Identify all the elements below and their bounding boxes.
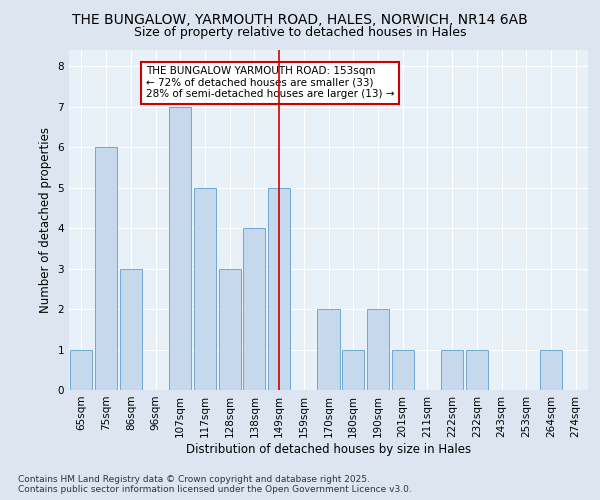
Bar [218,268,241,390]
Text: THE BUNGALOW YARMOUTH ROAD: 153sqm
← 72% of detached houses are smaller (33)
28%: THE BUNGALOW YARMOUTH ROAD: 153sqm ← 72%… [146,66,394,100]
Bar [169,106,191,390]
Bar [441,350,463,390]
Bar [70,350,92,390]
Bar [317,309,340,390]
Bar [268,188,290,390]
Bar [367,309,389,390]
X-axis label: Distribution of detached houses by size in Hales: Distribution of detached houses by size … [186,442,471,456]
Text: Size of property relative to detached houses in Hales: Size of property relative to detached ho… [134,26,466,39]
Bar [392,350,414,390]
Text: Contains HM Land Registry data © Crown copyright and database right 2025.
Contai: Contains HM Land Registry data © Crown c… [18,474,412,494]
Bar [119,268,142,390]
Bar [95,147,117,390]
Bar [194,188,216,390]
Text: THE BUNGALOW, YARMOUTH ROAD, HALES, NORWICH, NR14 6AB: THE BUNGALOW, YARMOUTH ROAD, HALES, NORW… [72,12,528,26]
Bar [342,350,364,390]
Bar [540,350,562,390]
Bar [466,350,488,390]
Y-axis label: Number of detached properties: Number of detached properties [39,127,52,313]
Bar [243,228,265,390]
